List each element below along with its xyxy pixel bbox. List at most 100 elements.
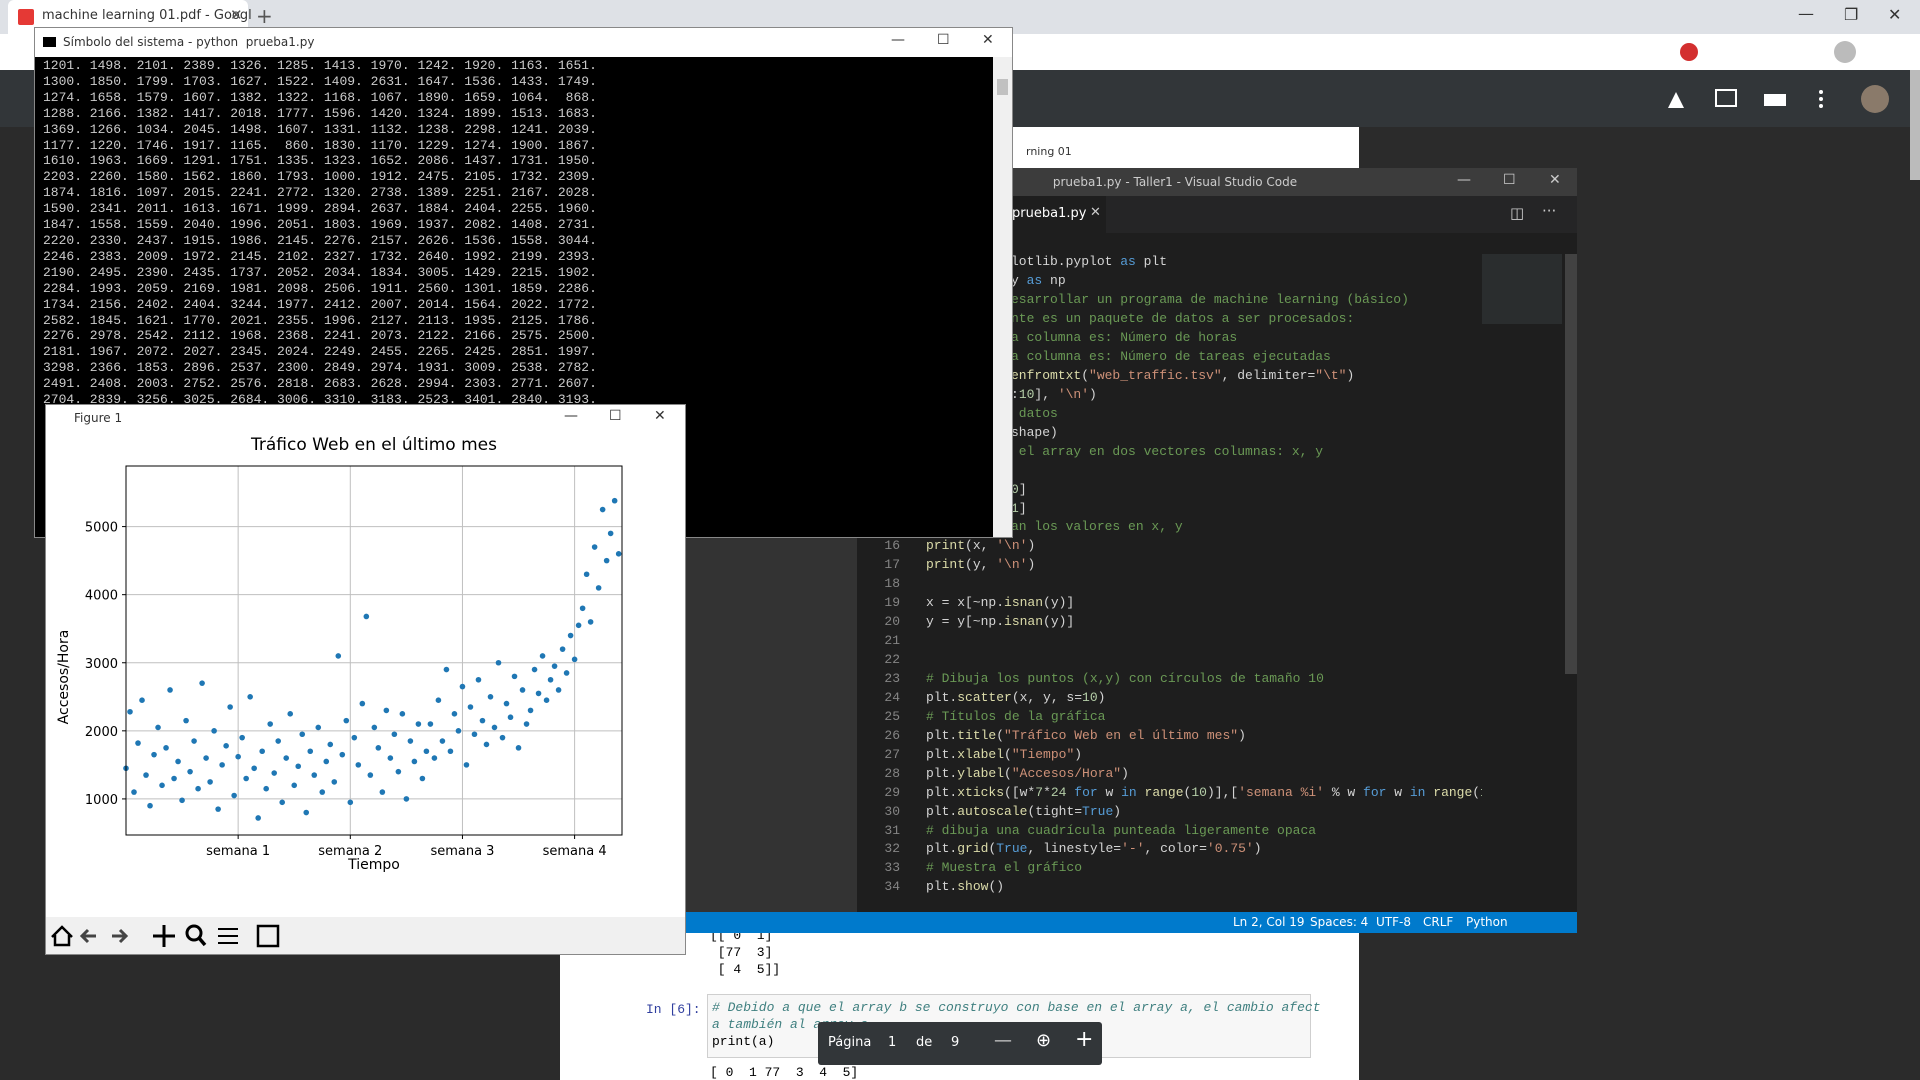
console-scrollbar — [993, 57, 1012, 537]
code-token: plt. — [926, 727, 958, 743]
point — [407, 738, 414, 744]
pdf-header: rning 01 — [1026, 145, 1072, 158]
point — [151, 751, 157, 758]
console-line: 1610. 1963. 1669. 1291. 1751. 1335. 1323… — [43, 153, 597, 169]
more-icon[interactable] — [1819, 90, 1823, 94]
zoom-in[interactable]: + — [1075, 1027, 1094, 1052]
point — [235, 753, 241, 760]
point — [199, 680, 205, 686]
point — [399, 711, 406, 717]
zoom-fit[interactable]: ⊕ — [1036, 1030, 1052, 1051]
point — [359, 700, 366, 707]
point — [367, 772, 374, 778]
code-line: # dibuja una cuadrícula punteada ligeram… — [926, 823, 1316, 838]
home-button[interactable] — [51, 925, 73, 947]
x-tick-label: semana 2 — [318, 844, 382, 859]
y-tick-label: 1000 — [85, 793, 118, 808]
code-token: plt. — [926, 746, 958, 762]
console-line: 1734. 2156. 2402. 2404. 3244. 1977. 2412… — [43, 296, 597, 312]
restore[interactable]: ❐ — [1844, 5, 1859, 24]
minimize[interactable]: — — [564, 408, 578, 424]
console-line: 1201. 1498. 2101. 2389. 1326. 1285. 1413… — [43, 58, 597, 73]
console-line: 1300. 1850. 1799. 1703. 1627. 1522. 1409… — [43, 73, 597, 89]
point — [527, 707, 534, 714]
point — [351, 734, 358, 741]
point — [315, 724, 322, 731]
zoom-button[interactable] — [185, 924, 203, 942]
point — [435, 697, 442, 703]
save-button[interactable] — [256, 924, 280, 948]
point — [391, 731, 398, 738]
code-token: y — [1011, 273, 1027, 289]
code-token: ) — [1253, 841, 1262, 857]
avatar[interactable] — [1861, 85, 1889, 113]
more-icon[interactable] — [1819, 104, 1823, 108]
close[interactable]: ✕ — [654, 408, 666, 424]
drive-icon[interactable] — [1668, 92, 1684, 108]
maximize[interactable]: ☐ — [609, 408, 622, 424]
console-line: 2181. 1967. 2072. 2027. 2345. 2024. 2249… — [43, 344, 597, 360]
more-icon[interactable] — [1819, 97, 1823, 101]
code-token: # Muestra el gráfico — [926, 860, 1083, 876]
code-fragment: lotlib.pyplot as plt — [1011, 254, 1167, 269]
code-token: print — [926, 538, 966, 554]
minimize[interactable]: — — [891, 32, 905, 48]
profile-icon[interactable] — [1834, 41, 1856, 63]
maximize[interactable]: ☐ — [1503, 172, 1516, 188]
code-token: 10 — [1191, 784, 1207, 800]
pan-button[interactable] — [153, 925, 175, 947]
point — [275, 738, 282, 744]
adblock-icon[interactable] — [1680, 43, 1698, 61]
point — [131, 789, 137, 795]
point — [227, 704, 233, 710]
tab[interactable]: machine learning 01.pdf - Googl ✕ — [8, 0, 252, 34]
console-line: 2582. 1845. 1621. 1770. 2021. 2355. 1996… — [43, 312, 597, 328]
code-token: lotlib.pyplot — [1011, 254, 1121, 270]
zoom-out[interactable]: — — [994, 1030, 1012, 1051]
close[interactable]: ✕ — [982, 32, 994, 48]
page-current[interactable]: 1 — [888, 1035, 897, 1050]
code-token: for — [1074, 784, 1098, 800]
configure-button[interactable] — [218, 928, 238, 944]
tab-close[interactable]: ✕ — [1090, 205, 1101, 220]
forward-button[interactable] — [112, 928, 129, 944]
console-line: 2246. 2383. 2009. 1972. 2145. 2102. 2327… — [43, 248, 597, 264]
console-line: 1274. 1658. 1579. 1607. 1382. 1322. 1168… — [43, 89, 597, 105]
more-actions[interactable]: ··· — [1542, 202, 1557, 220]
point — [511, 673, 518, 680]
console-line: 1874. 1816. 1097. 2015. 2241. 2772. 1320… — [43, 185, 597, 201]
close[interactable]: ✕ — [1549, 172, 1561, 188]
cell-line: print(a) — [712, 1034, 775, 1049]
point — [167, 687, 173, 693]
console-line: 1590. 2341. 2011. 1613. 1671. 1999. 2894… — [43, 201, 597, 217]
print-icon[interactable] — [1764, 94, 1786, 106]
minimize[interactable]: — — [1457, 172, 1471, 188]
comment-icon[interactable] — [1715, 89, 1737, 107]
code-token: (y)] — [1043, 614, 1075, 630]
point — [347, 799, 354, 806]
scroll-thumb[interactable] — [997, 79, 1008, 95]
point — [483, 741, 490, 748]
split-editor[interactable]: ◫ — [1510, 204, 1525, 222]
line-number: 26 — [884, 727, 900, 743]
console-line: 2276. 2978. 2542. 2112. 1968. 2368. 2241… — [43, 328, 597, 344]
tab-close[interactable]: ✕ — [230, 6, 243, 24]
point — [331, 779, 338, 785]
code-fragment: shape) — [1011, 425, 1058, 440]
code-token: ) — [1238, 727, 1246, 743]
new-tab[interactable]: + — [256, 4, 273, 28]
code-token: print — [926, 557, 966, 573]
code-token: ylabel — [957, 765, 1005, 781]
close[interactable]: ✕ — [1888, 5, 1902, 24]
point — [599, 506, 606, 513]
maximize[interactable]: ☐ — [937, 32, 950, 48]
point — [487, 693, 494, 700]
minimize[interactable]: — — [1798, 4, 1814, 23]
point — [491, 724, 498, 731]
code-token: range — [1144, 784, 1184, 800]
output-line: [ 4 5]] — [710, 962, 781, 977]
code-token: 0 — [1011, 481, 1019, 497]
point — [335, 653, 342, 659]
point — [343, 717, 350, 724]
back-button[interactable] — [79, 928, 96, 944]
